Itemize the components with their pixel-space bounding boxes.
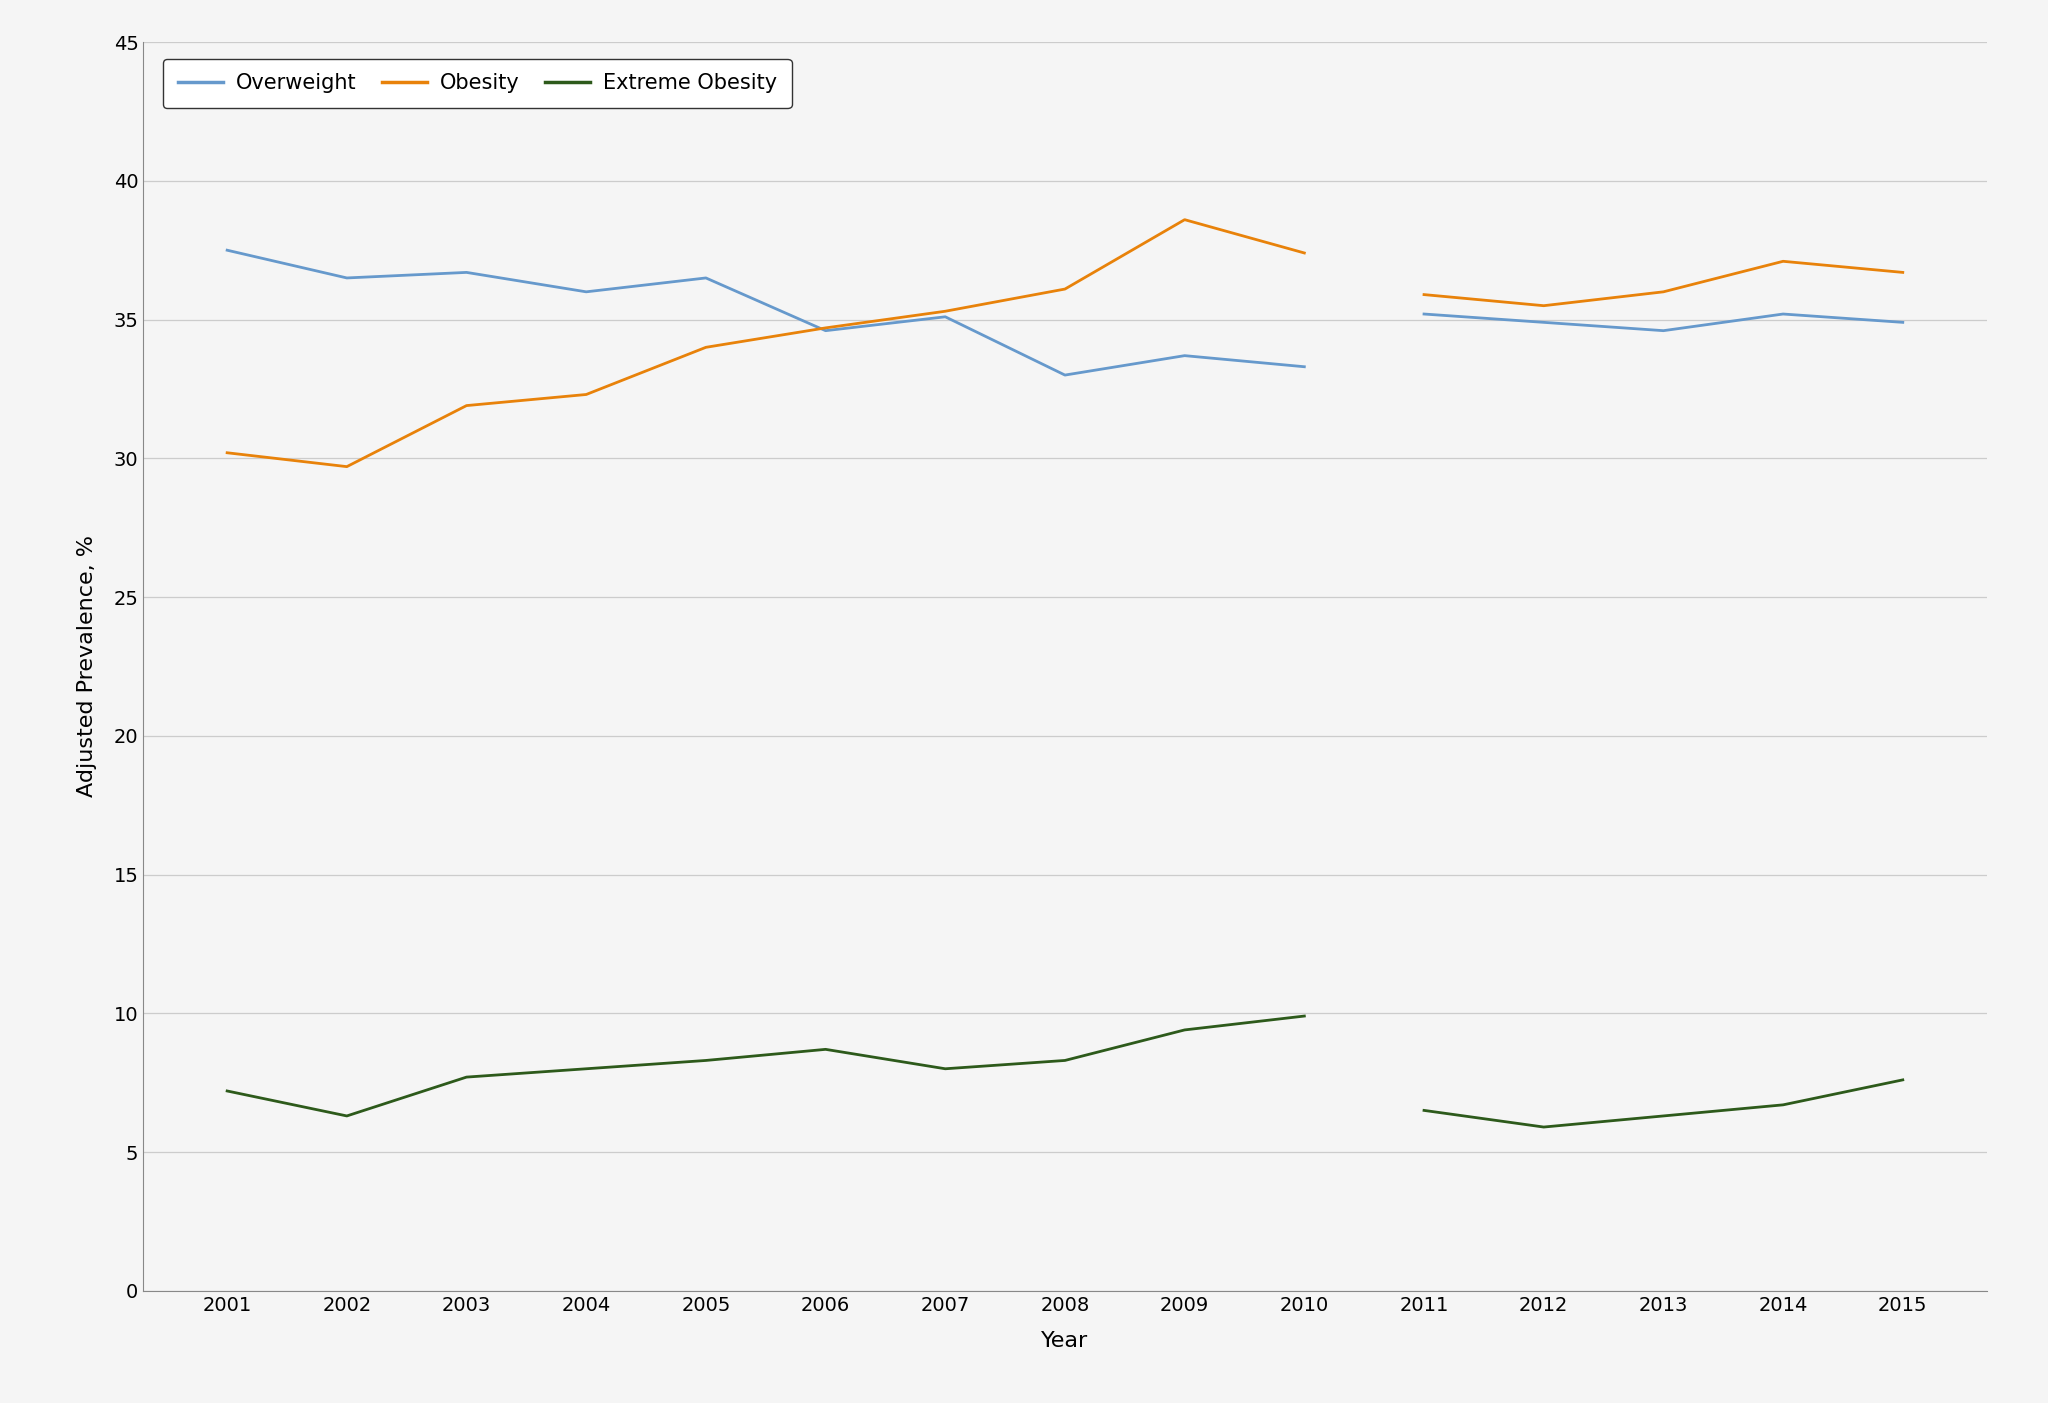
X-axis label: Year: Year bbox=[1040, 1331, 1090, 1351]
Y-axis label: Adjusted Prevalence, %: Adjusted Prevalence, % bbox=[78, 536, 96, 797]
Legend: Overweight, Obesity, Extreme Obesity: Overweight, Obesity, Extreme Obesity bbox=[164, 59, 793, 108]
